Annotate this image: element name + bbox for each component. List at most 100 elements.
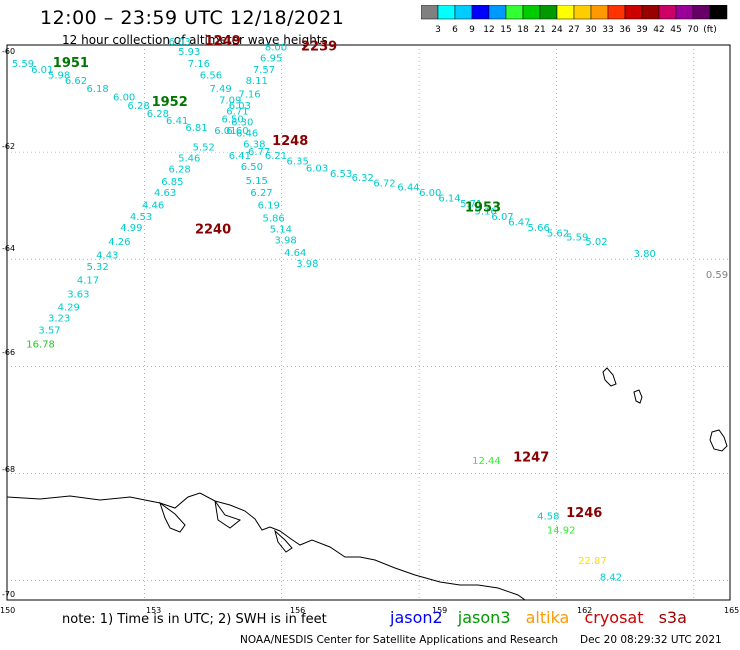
pass-time-label: 1247 [513, 450, 549, 465]
wave-height-value: 6.41 [229, 151, 251, 162]
pass-time-label: 1249 [205, 34, 241, 49]
colorbar-label: 12 [483, 25, 494, 35]
wave-height-value: 5.59 [566, 232, 588, 243]
wave-height-value: 6.53 [330, 169, 352, 180]
pass-time-label: 1246 [566, 506, 602, 521]
wave-height-value: 5.14 [270, 225, 292, 236]
wave-height-value: 6.35 [287, 156, 309, 167]
legend-jason2: jason2 [390, 608, 443, 627]
colorbar-swatch [709, 5, 728, 20]
page-title: 12:00 – 23:59 UTC 12/18/2021 [40, 7, 345, 29]
coast-inlet [274, 529, 293, 553]
colorbar-label: 70 [687, 25, 699, 35]
antarctic-coastline [6, 492, 526, 601]
colorbar-label: 24 [551, 25, 563, 35]
wave-height-value: 8.00 [265, 43, 287, 54]
colorbar-label: 45 [670, 25, 681, 35]
wave-height-value: 7.16 [188, 59, 210, 70]
wave-height-value: 5.86 [262, 213, 284, 224]
wave-height-value: 6.21 [265, 151, 287, 162]
longitude-tick-label: 165 [724, 606, 739, 615]
wave-height-value: 4.17 [77, 276, 99, 287]
legend-cryosat: cryosat [584, 608, 644, 627]
legend-s3a: s3a [658, 608, 687, 627]
wave-height-value: 6.95 [260, 54, 282, 65]
colorbar-label: 3 [435, 25, 441, 35]
wave-height-value: 4.46 [142, 201, 164, 212]
colorbar-label: 15 [500, 25, 511, 35]
wave-height-value: 3.80 [634, 249, 656, 260]
latitude-tick-label: -64 [2, 244, 15, 253]
coast-inlet [159, 501, 186, 533]
wave-height-value: 6.56 [200, 70, 222, 81]
colorbar-label: 36 [619, 25, 631, 35]
wave-height-value: 4.43 [96, 251, 118, 262]
coast-inlet [214, 500, 242, 529]
wave-height-value: 6.85 [161, 177, 183, 188]
longitude-tick-label: 153 [146, 606, 161, 615]
wave-height-value: 7.09 [219, 95, 241, 106]
wave-height-value: 3.57 [38, 326, 60, 337]
satellite-legend: jason2 jason3 altika cryosat s3a [390, 608, 697, 627]
wave-height-value: 6.28 [168, 165, 190, 176]
colorbar-label: 21 [534, 25, 545, 35]
island [633, 389, 643, 404]
pass-time-label: 1951 [53, 56, 89, 71]
longitude-tick-label: 156 [290, 606, 305, 615]
wave-height-value: 6.18 [87, 84, 109, 95]
pass-time-label: 2239 [301, 40, 337, 55]
wave-height-value: 5.98 [48, 70, 70, 81]
wave-height-value: 6.03 [306, 164, 328, 175]
latitude-tick-label: -60 [2, 47, 15, 56]
wave-height-value: 5.66 [528, 223, 550, 234]
wave-height-value: 6.28 [128, 101, 150, 112]
wave-height-value: 6.30 [231, 117, 253, 128]
wave-height-value: 6.77 [248, 147, 270, 158]
wave-height-value: 6.60 [226, 126, 248, 137]
wave-height-value: 6.03 [168, 37, 190, 48]
colorbar-label: 30 [585, 25, 597, 35]
wave-height-value: 3.63 [67, 290, 89, 301]
wave-height-value: 6.32 [352, 173, 374, 184]
color-scale-bar: 3 6 9 12 15 18 21 24 27 30 33 36 39 42 45 70 (ft) [421, 5, 728, 35]
wave-height-value: 6.50 [221, 115, 243, 126]
wave-height-value: 12.44 [472, 456, 501, 467]
wave-height-value: 6.03 [229, 101, 251, 112]
wave-height-value: 4.29 [58, 302, 80, 313]
wave-height-value: 6.00 [419, 188, 441, 199]
wave-height-value: 3.98 [296, 259, 318, 270]
colorbar-label: 42 [653, 25, 664, 35]
wave-height-value: 6.14 [438, 194, 460, 205]
wave-height-value: 8.42 [600, 573, 622, 584]
credit-line: NOAA/NESDIS Center for Satellite Applica… [240, 634, 558, 646]
wave-height-value: 6.71 [226, 106, 248, 117]
wave-height-value: 7.57 [253, 65, 275, 76]
wave-height-value: 5.93 [178, 47, 200, 58]
island [602, 367, 617, 387]
wave-height-value: 6.01 [31, 65, 53, 76]
wave-height-value: 4.53 [130, 212, 152, 223]
wave-height-value: 3.98 [275, 236, 297, 247]
wave-height-value: 4.63 [154, 188, 176, 199]
wave-height-value: 5.02 [585, 237, 607, 248]
wave-height-value: 6.72 [373, 179, 395, 190]
wave-height-value: 6.19 [258, 201, 280, 212]
wave-height-value: 5.32 [87, 262, 109, 273]
colorbar-label: (ft) [703, 25, 717, 35]
wave-height-value: 6.62 [65, 76, 87, 87]
colorbar-label: 33 [602, 25, 613, 35]
colorbar-label: 9 [469, 25, 475, 35]
wave-height-value: 6.27 [250, 188, 272, 199]
longitude-tick-label: 162 [577, 606, 592, 615]
map-frame [6, 44, 731, 601]
wave-height-value: 6.41 [166, 116, 188, 127]
wave-height-value: 22.87 [578, 556, 607, 567]
longitude-tick-label: 159 [432, 606, 447, 615]
wave-height-value: 6.50 [241, 162, 263, 173]
latitude-tick-label: -62 [2, 142, 15, 151]
latitude-tick-label: -68 [2, 465, 15, 474]
pass-time-label: 2240 [195, 223, 231, 238]
pass-time-label: 1248 [272, 134, 308, 149]
wave-height-value: 5.62 [547, 228, 569, 239]
